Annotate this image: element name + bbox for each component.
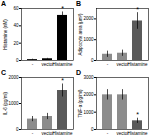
svg-text:1000: 1000 (8, 101, 19, 106)
svg-text:Histamine (nM): Histamine (nM) (3, 19, 8, 50)
svg-text:-: - (107, 131, 109, 136)
svg-text:vector: vector (116, 130, 129, 136)
svg-text:0: 0 (16, 58, 19, 63)
svg-text:60: 60 (13, 6, 19, 11)
svg-text:40: 40 (13, 23, 19, 28)
svg-text:0: 0 (91, 127, 94, 132)
svg-text:TNF-α (pg/ml): TNF-α (pg/ml) (78, 89, 83, 118)
svg-text:2000: 2000 (83, 16, 94, 21)
html-text:C: C (1, 69, 7, 76)
svg-text:-: - (32, 62, 34, 67)
svg-text:3000: 3000 (83, 75, 94, 80)
svg-text:Histamine: Histamine (127, 62, 148, 67)
svg-text:*: * (136, 6, 139, 13)
svg-text:20: 20 (13, 41, 19, 46)
svg-text:0: 0 (91, 58, 94, 63)
svg-text:1000: 1000 (83, 110, 94, 115)
html-text:A: A (1, 0, 7, 7)
svg-text:Histamine: Histamine (52, 62, 73, 67)
svg-text:*: * (61, 77, 64, 84)
svg-text:IL-6 (pg/ml): IL-6 (pg/ml) (3, 92, 8, 116)
svg-text:2000: 2000 (83, 92, 94, 97)
svg-text:vector: vector (116, 61, 129, 67)
svg-text:vector: vector (41, 130, 54, 136)
svg-text:-: - (107, 62, 109, 67)
svg-text:vector: vector (41, 61, 54, 67)
svg-text:2000: 2000 (8, 75, 19, 80)
svg-text:Histamine: Histamine (127, 131, 148, 136)
svg-text:Histamine: Histamine (52, 131, 73, 136)
svg-text:*: * (136, 111, 139, 118)
svg-text:0: 0 (16, 127, 19, 132)
svg-text:Adipocyte area (μm²): Adipocyte area (μm²) (78, 13, 83, 56)
html-text:D: D (76, 69, 82, 76)
svg-text:1000: 1000 (83, 37, 94, 42)
svg-text:-: - (32, 131, 34, 136)
html-text:B: B (76, 0, 82, 7)
